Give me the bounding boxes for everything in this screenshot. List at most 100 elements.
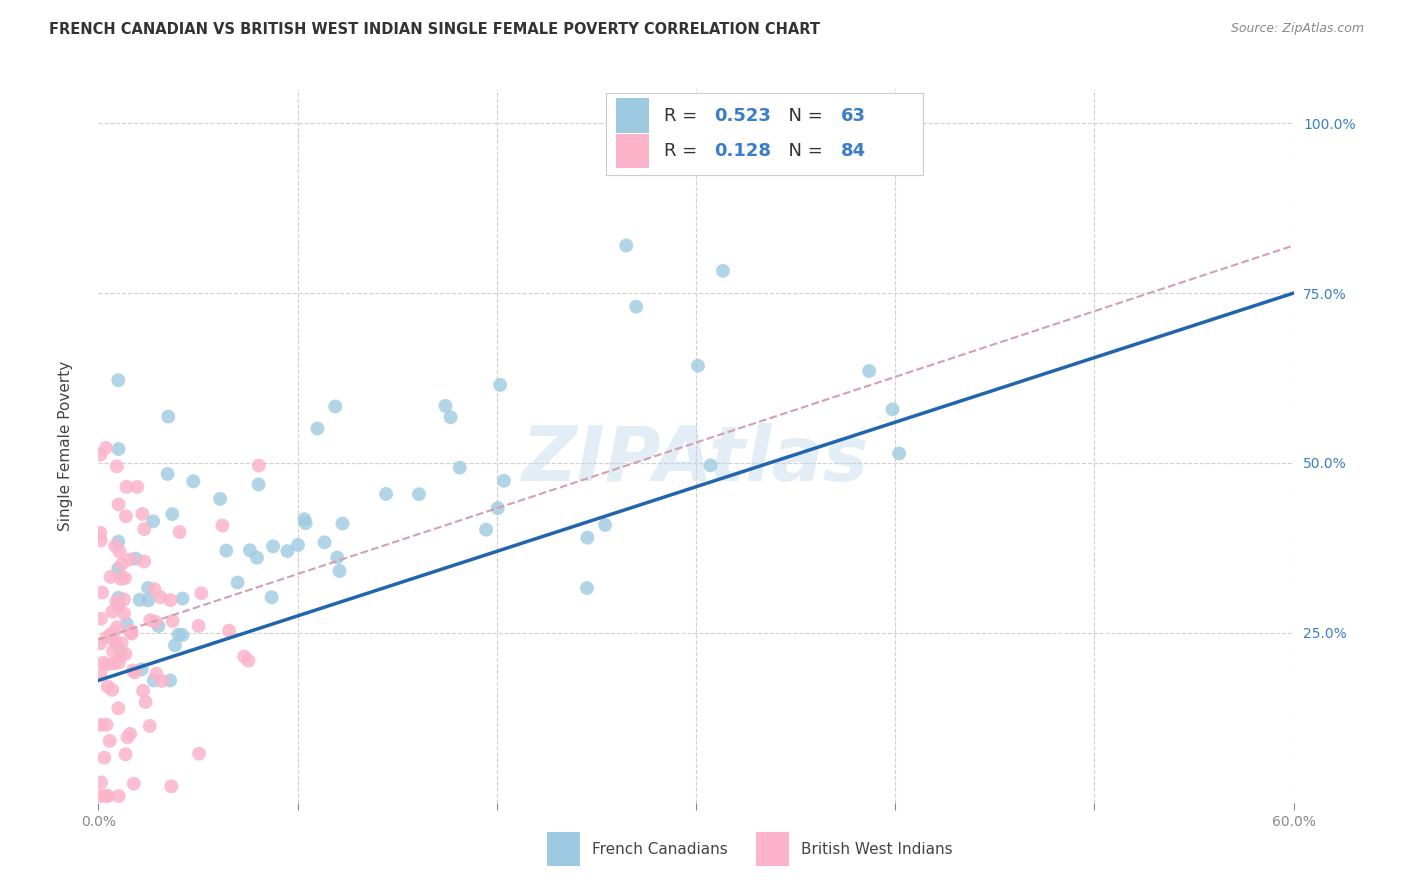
Point — [575, 581, 598, 595]
Point — [148, 619, 170, 633]
Point — [143, 615, 166, 629]
Point — [247, 477, 270, 491]
Point — [262, 539, 284, 553]
Point — [157, 409, 180, 424]
Point — [101, 682, 124, 697]
Point — [326, 550, 349, 565]
Point — [107, 599, 129, 613]
Point — [94, 441, 117, 455]
Point — [238, 654, 260, 668]
Point — [307, 421, 329, 435]
Point — [142, 673, 165, 688]
Point — [96, 630, 118, 644]
Text: French Canadians: French Canadians — [592, 842, 728, 856]
Point — [408, 487, 430, 501]
Point — [492, 474, 515, 488]
Point — [162, 507, 184, 521]
Point — [323, 400, 346, 414]
Point — [121, 626, 143, 640]
Point — [858, 364, 880, 378]
FancyBboxPatch shape — [616, 98, 650, 133]
Point — [108, 545, 131, 559]
Point — [593, 518, 616, 533]
FancyBboxPatch shape — [616, 134, 650, 169]
Point — [138, 719, 160, 733]
Point — [172, 591, 194, 606]
Point — [101, 605, 124, 619]
Point — [329, 564, 352, 578]
Point — [211, 518, 233, 533]
Point — [107, 442, 129, 456]
Point — [107, 561, 129, 575]
Point — [260, 591, 283, 605]
Point — [332, 516, 354, 531]
Text: 84: 84 — [841, 143, 866, 161]
Point — [110, 572, 132, 586]
Point — [107, 373, 129, 387]
Point — [167, 627, 190, 641]
Point — [105, 594, 128, 608]
Point — [98, 734, 121, 748]
Point — [233, 649, 256, 664]
Point — [114, 747, 136, 762]
Point — [104, 539, 127, 553]
Point — [143, 582, 166, 596]
Point — [128, 592, 150, 607]
Point — [159, 673, 181, 688]
Point — [107, 789, 129, 803]
Point — [215, 543, 238, 558]
Point — [218, 624, 240, 638]
Point — [105, 620, 128, 634]
Point — [100, 627, 122, 641]
Point — [96, 657, 118, 672]
Text: ZIPAtlas: ZIPAtlas — [522, 424, 870, 497]
Point — [626, 300, 648, 314]
Point — [91, 585, 114, 599]
Point — [124, 665, 146, 680]
Text: FRENCH CANADIAN VS BRITISH WEST INDIAN SINGLE FEMALE POVERTY CORRELATION CHART: FRENCH CANADIAN VS BRITISH WEST INDIAN S… — [49, 22, 820, 37]
Point — [314, 535, 336, 549]
Point — [108, 649, 131, 664]
Point — [114, 647, 136, 661]
Point — [124, 551, 146, 566]
Point — [100, 631, 122, 645]
Point — [115, 616, 138, 631]
Point — [90, 718, 112, 732]
Point — [162, 614, 184, 628]
Point — [91, 656, 114, 670]
Point — [111, 558, 134, 572]
Point — [96, 680, 118, 694]
Point — [120, 625, 142, 640]
FancyBboxPatch shape — [547, 832, 581, 866]
Point — [90, 533, 112, 548]
Point — [882, 402, 904, 417]
Point — [132, 683, 155, 698]
Point — [108, 656, 131, 670]
Point — [107, 701, 129, 715]
Point — [699, 458, 721, 473]
Point — [122, 664, 145, 678]
Point — [117, 731, 139, 745]
Point — [614, 238, 637, 252]
Point — [103, 657, 125, 671]
Point — [114, 571, 136, 585]
Point — [94, 789, 117, 803]
Point — [149, 591, 172, 605]
Point — [434, 399, 457, 413]
Point — [127, 480, 149, 494]
Point — [887, 446, 910, 460]
Point — [90, 775, 112, 789]
Point — [246, 550, 269, 565]
Point — [104, 635, 127, 649]
Point — [134, 554, 156, 568]
Text: British West Indians: British West Indians — [801, 842, 953, 856]
Text: R =: R = — [664, 107, 703, 125]
Point — [103, 625, 125, 640]
Point — [142, 514, 165, 528]
Point — [89, 667, 111, 681]
Text: N =: N = — [778, 107, 828, 125]
Point — [115, 509, 138, 524]
Text: 0.523: 0.523 — [714, 107, 770, 125]
Point — [107, 497, 129, 511]
Point — [90, 612, 112, 626]
